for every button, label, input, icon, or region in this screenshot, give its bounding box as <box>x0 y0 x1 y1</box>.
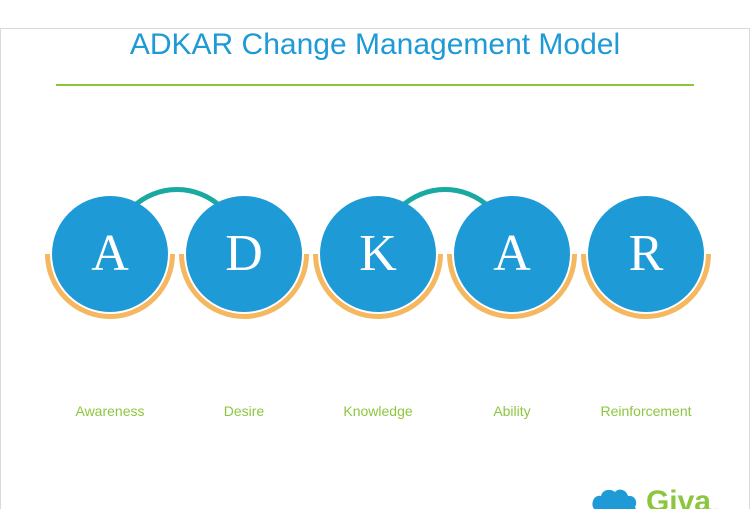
letter: K <box>359 228 397 280</box>
label-awareness: Awareness <box>40 403 180 419</box>
label-knowledge: Knowledge <box>308 403 448 419</box>
label-desire: Desire <box>174 403 314 419</box>
node-awareness: A <box>52 196 168 312</box>
circle: D <box>186 196 302 312</box>
node-reinforcement: R <box>588 196 704 312</box>
circle: R <box>588 196 704 312</box>
cloud-icon <box>588 486 640 509</box>
node-ability: A <box>454 196 570 312</box>
label-ability: Ability <box>442 403 582 419</box>
letter: D <box>225 228 263 280</box>
brand-logo: Giva ™ <box>588 485 720 509</box>
label-reinforcement: Reinforcement <box>576 403 716 419</box>
node-knowledge: K <box>320 196 436 312</box>
logo-text: Giva <box>646 485 711 509</box>
circle: A <box>52 196 168 312</box>
diagram-stage: A D K A R <box>0 156 750 366</box>
letter: R <box>629 228 664 280</box>
letter: A <box>91 228 129 280</box>
circle: A <box>454 196 570 312</box>
letter: A <box>493 228 531 280</box>
node-desire: D <box>186 196 302 312</box>
circle: K <box>320 196 436 312</box>
